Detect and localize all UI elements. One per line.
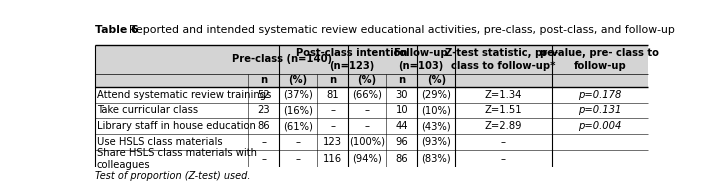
Text: (10%): (10%) [422, 105, 451, 115]
Text: (%): (%) [427, 75, 446, 86]
Text: Z=2.89: Z=2.89 [484, 121, 522, 131]
Text: p=0.004: p=0.004 [578, 121, 622, 131]
Text: –: – [295, 154, 300, 164]
Bar [95, 45, 648, 74]
Text: Post-class intention
(n=123): Post-class intention (n=123) [296, 48, 407, 71]
Text: –: – [295, 137, 300, 147]
Text: Use HSLS class materials: Use HSLS class materials [97, 137, 222, 147]
Text: 81: 81 [326, 90, 339, 100]
Text: n: n [329, 75, 336, 86]
Text: 52: 52 [257, 90, 270, 100]
Text: –: – [365, 105, 370, 115]
Text: n: n [398, 75, 405, 86]
Text: –: – [365, 121, 370, 131]
Text: Attend systematic review trainings: Attend systematic review trainings [97, 90, 271, 100]
Text: (66%): (66%) [352, 90, 382, 100]
Text: –: – [330, 105, 335, 115]
Text: 10: 10 [396, 105, 408, 115]
Text: Table 6: Table 6 [95, 25, 139, 35]
Text: (29%): (29%) [422, 90, 451, 100]
Text: p-value, pre- class to
follow-up: p-value, pre- class to follow-up [541, 48, 659, 71]
Text: Take curricular class: Take curricular class [97, 105, 198, 115]
Text: –: – [261, 137, 266, 147]
Text: –: – [261, 154, 266, 164]
Text: (16%): (16%) [283, 105, 313, 115]
Text: Test of proportion (Z-test) used.: Test of proportion (Z-test) used. [95, 171, 251, 181]
Text: Z-test statistic, pre- 
class to follow-up*: Z-test statistic, pre- class to follow-u… [445, 48, 562, 71]
Text: –: – [501, 137, 506, 147]
Text: (43%): (43%) [422, 121, 451, 131]
Text: n: n [260, 75, 267, 86]
Text: –: – [501, 154, 506, 164]
Text: –: – [330, 121, 335, 131]
Text: Share HSLS class materials with
colleagues: Share HSLS class materials with colleagu… [97, 148, 257, 170]
Text: (%): (%) [289, 75, 308, 86]
Text: 86: 86 [396, 154, 408, 164]
Text: (61%): (61%) [283, 121, 313, 131]
Bar [95, 74, 648, 87]
Text: Z=1.34: Z=1.34 [484, 90, 522, 100]
Text: . Reported and intended systematic review educational activities, pre-class, pos: . Reported and intended systematic revie… [121, 25, 674, 35]
Text: 86: 86 [257, 121, 270, 131]
Text: Z=1.51: Z=1.51 [484, 105, 522, 115]
Text: (94%): (94%) [352, 154, 382, 164]
Text: 123: 123 [323, 137, 342, 147]
Text: (100%): (100%) [349, 137, 386, 147]
Text: (%): (%) [357, 75, 377, 86]
Text: 44: 44 [396, 121, 408, 131]
Text: 30: 30 [396, 90, 408, 100]
Text: (93%): (93%) [422, 137, 451, 147]
Text: Pre-class (n=140): Pre-class (n=140) [232, 55, 332, 64]
Text: (83%): (83%) [422, 154, 451, 164]
Text: 116: 116 [323, 154, 342, 164]
Text: 23: 23 [257, 105, 270, 115]
Text: 96: 96 [396, 137, 408, 147]
Text: p=0.178: p=0.178 [578, 90, 622, 100]
Text: Library staff in house education: Library staff in house education [97, 121, 256, 131]
Text: Follow-up
(n=103): Follow-up (n=103) [393, 48, 448, 71]
Text: (37%): (37%) [283, 90, 313, 100]
Text: p=0.131: p=0.131 [578, 105, 622, 115]
